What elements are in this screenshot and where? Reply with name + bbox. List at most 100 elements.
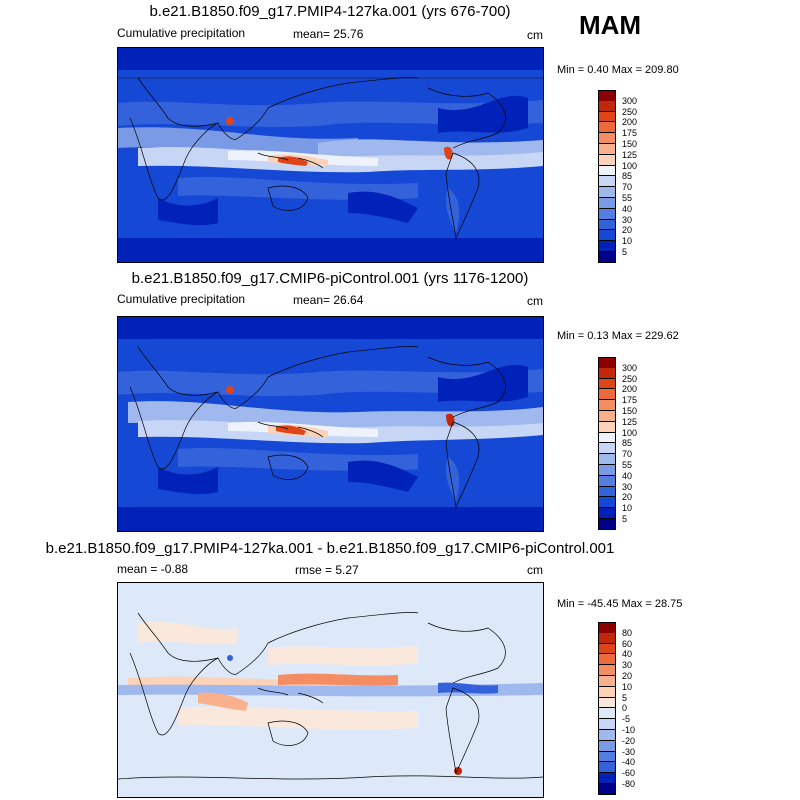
colorbar-box xyxy=(598,144,616,155)
colorbar-box xyxy=(598,643,616,655)
colorbar-box xyxy=(598,187,616,198)
panel-2-minmax: Min = 0.13 Max = 229.62 xyxy=(557,330,679,342)
colorbar-box xyxy=(598,443,616,455)
colorbar-box xyxy=(598,133,616,144)
colorbar-box xyxy=(598,432,616,444)
colorbar-tick-label: 300 xyxy=(622,95,638,106)
colorbar-box xyxy=(598,719,616,730)
colorbar-tick-label: -10 xyxy=(622,725,636,735)
panel-3-map xyxy=(117,582,544,798)
colorbar-tick-label: 70 xyxy=(622,449,633,460)
colorbar-tick-label: -40 xyxy=(622,757,636,768)
colorbar-tick-label: 55 xyxy=(622,460,633,470)
colorbar-tick-label: 100 xyxy=(622,160,638,171)
colorbar-tick-label: 175 xyxy=(622,128,638,139)
colorbar-box xyxy=(598,122,616,134)
colorbar-box xyxy=(598,486,616,498)
colorbar-box xyxy=(598,784,616,795)
colorbar-box xyxy=(598,497,616,509)
colorbar-box xyxy=(598,475,616,487)
colorbar-box xyxy=(598,389,616,401)
colorbar-box xyxy=(598,519,616,530)
colorbar-box xyxy=(598,100,616,112)
colorbar-box xyxy=(598,421,616,433)
colorbar-box xyxy=(598,740,616,752)
colorbar-box xyxy=(598,465,616,476)
colorbar-tick-label: 55 xyxy=(622,193,633,203)
panel-2-map xyxy=(117,316,544,532)
colorbar-box xyxy=(598,697,616,709)
panel-2-units: cm xyxy=(527,294,543,308)
panel-2-mean: mean= 26.64 xyxy=(293,293,364,307)
colorbar-tick-label: 5 xyxy=(622,247,628,257)
colorbar-box xyxy=(598,198,616,209)
colorbar-box xyxy=(598,654,616,666)
colorbar-box xyxy=(598,665,616,676)
colorbar-box xyxy=(598,762,616,774)
colorbar-box xyxy=(598,154,616,166)
colorbar-tick-label: 150 xyxy=(622,406,638,416)
colorbar-tick-label: 300 xyxy=(622,362,638,373)
colorbar-box xyxy=(598,686,616,698)
colorbar-tick-label: 5 xyxy=(622,514,628,524)
panel-3-rmse: rmse = 5.27 xyxy=(295,563,359,577)
colorbar-tick-label: 125 xyxy=(622,416,638,427)
colorbar-tick-label: 0 xyxy=(622,703,628,714)
colorbar-box xyxy=(598,751,616,763)
colorbar-tick-label: 40 xyxy=(622,470,633,481)
colorbar-box xyxy=(598,111,616,123)
colorbar-tick-label: -30 xyxy=(622,746,636,757)
colorbar-tick-label: 200 xyxy=(622,384,638,395)
colorbar-box xyxy=(598,411,616,422)
colorbar-tick-label: 10 xyxy=(622,681,633,692)
colorbar-tick-label: 20 xyxy=(622,225,633,236)
colorbar-box xyxy=(598,208,616,220)
colorbar-tick-label: 30 xyxy=(622,481,633,492)
colorbar-tick-label: 60 xyxy=(622,638,633,649)
panel-1-units: cm xyxy=(527,28,543,42)
panel-2-map-svg xyxy=(118,317,543,531)
colorbar-box xyxy=(598,230,616,242)
colorbar-tick-label: -20 xyxy=(622,735,636,746)
colorbar-box xyxy=(598,400,616,411)
colorbar-box xyxy=(598,378,616,390)
colorbar-tick-label: -5 xyxy=(622,714,631,725)
colorbar-tick-label: 10 xyxy=(622,236,633,247)
colorbar-tick-label: 40 xyxy=(622,649,633,660)
panel-3-mean: mean = -0.88 xyxy=(117,562,189,576)
panel-2-variable-label: Cumulative precipitation xyxy=(117,292,246,306)
colorbar-box xyxy=(598,676,616,687)
colorbar-box xyxy=(598,454,616,465)
colorbar-tick-label: 85 xyxy=(622,171,633,182)
colorbar-box xyxy=(598,708,616,720)
colorbar-box xyxy=(598,176,616,188)
colorbar-tick-label: 125 xyxy=(622,149,638,160)
colorbar-box xyxy=(598,219,616,231)
colorbar-box xyxy=(598,730,616,741)
colorbar-tick-label: 70 xyxy=(622,182,633,193)
panel-1-map-svg xyxy=(118,48,543,262)
colorbar-box xyxy=(598,632,616,644)
colorbar-tick-label: 5 xyxy=(622,692,628,703)
colorbar-box xyxy=(598,773,616,784)
colorbar-box xyxy=(598,241,616,252)
colorbar-tick-label: 80 xyxy=(622,627,633,638)
panel-3-map-svg xyxy=(118,583,543,797)
panel-1-variable-label: Cumulative precipitation xyxy=(117,26,246,40)
colorbar-tick-label: 10 xyxy=(622,503,633,514)
colorbar-tick-label: 30 xyxy=(622,214,633,225)
panel-1-minmax: Min = 0.40 Max = 209.80 xyxy=(557,64,679,76)
panel-1-mean: mean= 25.76 xyxy=(293,27,364,41)
colorbar-tick-label: 250 xyxy=(622,106,638,117)
colorbar-tick-label: 100 xyxy=(622,427,638,438)
panel-3-minmax: Min = -45.45 Max = 28.75 xyxy=(557,598,683,610)
colorbar-tick-label: 200 xyxy=(622,117,638,128)
colorbar-tick-label: 250 xyxy=(622,373,638,384)
colorbar-tick-label: 85 xyxy=(622,438,633,449)
colorbar-tick-label: 150 xyxy=(622,139,638,149)
panel-1-title: b.e21.B1850.f09_g17.PMIP4-127ka.001 (yrs… xyxy=(149,3,511,20)
panel-3-units: cm xyxy=(527,563,543,577)
colorbar-tick-label: 40 xyxy=(622,203,633,214)
colorbar-box xyxy=(598,508,616,519)
colorbar-box xyxy=(598,367,616,379)
